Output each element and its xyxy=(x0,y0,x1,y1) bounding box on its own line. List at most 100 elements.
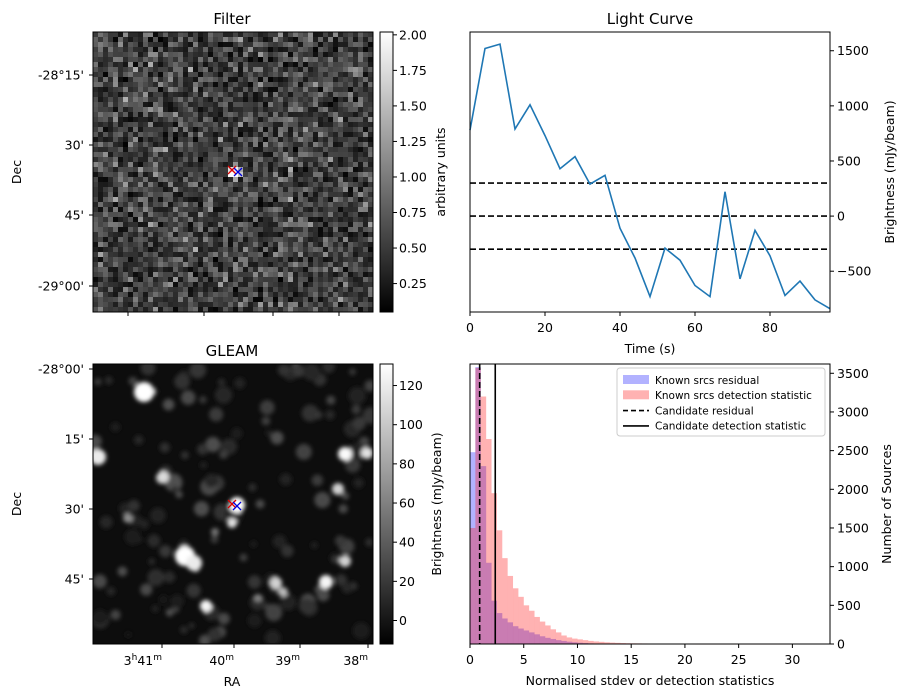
filter-pixel xyxy=(368,122,374,128)
filter-pixel xyxy=(333,97,339,103)
filter-pixel xyxy=(263,267,269,273)
filter-pixel xyxy=(243,212,249,218)
filter-pixel xyxy=(313,217,319,223)
filter-pixel xyxy=(323,147,329,153)
filter-pixel xyxy=(148,127,154,133)
gleam-bright-source xyxy=(93,449,106,465)
filter-pixel xyxy=(133,57,139,63)
gleam-faint-source xyxy=(197,443,209,455)
filter-pixel xyxy=(108,282,114,288)
filter-pixel xyxy=(98,267,104,273)
filter-pixel xyxy=(183,197,189,203)
filter-pixel xyxy=(353,92,359,98)
filter-pixel xyxy=(98,57,104,63)
filter-pixel xyxy=(248,277,254,283)
filter-pixel xyxy=(268,152,274,158)
filter-pixel xyxy=(193,147,199,153)
filter-pixel xyxy=(98,167,104,173)
filter-pixel xyxy=(268,307,274,313)
filter-pixel xyxy=(328,182,334,188)
gleam-ylabel: Dec xyxy=(9,492,24,516)
filter-pixel xyxy=(203,177,209,183)
filter-pixel xyxy=(233,297,239,303)
filter-pixel xyxy=(258,97,264,103)
filter-pixel xyxy=(288,172,294,178)
filter-pixel xyxy=(233,207,239,213)
filter-pixel xyxy=(98,37,104,43)
filter-pixel xyxy=(338,77,344,83)
filter-pixel xyxy=(178,207,184,213)
filter-pixel xyxy=(208,202,214,208)
filter-pixel xyxy=(118,292,124,298)
filter-pixel xyxy=(158,202,164,208)
filter-pixel xyxy=(158,192,164,198)
filter-pixel xyxy=(193,142,199,148)
filter-pixel xyxy=(113,127,119,133)
filter-pixel xyxy=(163,167,169,173)
filter-pixel xyxy=(128,232,134,238)
filter-pixel xyxy=(228,77,234,83)
filter-pixel xyxy=(218,202,224,208)
filter-pixel xyxy=(273,262,279,268)
filter-pixel xyxy=(328,92,334,98)
filter-pixel xyxy=(343,222,349,228)
filter-pixel xyxy=(273,257,279,263)
filter-pixel xyxy=(98,282,104,288)
filter-pixel xyxy=(153,247,159,253)
filter-pixel xyxy=(218,242,224,248)
filter-pixel xyxy=(163,67,169,73)
filter-pixel xyxy=(368,222,374,228)
filter-pixel xyxy=(183,132,189,138)
filter-pixel xyxy=(203,147,209,153)
filter-pixel xyxy=(308,152,314,158)
filter-pixel xyxy=(153,232,159,238)
filter-pixel xyxy=(353,247,359,253)
filter-pixel xyxy=(133,227,139,233)
gleam-faint-source xyxy=(207,627,222,642)
filter-pixel xyxy=(263,177,269,183)
filter-pixel xyxy=(148,142,154,148)
filter-pixel xyxy=(303,307,309,313)
filter-pixel xyxy=(163,172,169,178)
filter-pixel xyxy=(313,232,319,238)
filter-pixel xyxy=(113,32,119,38)
filter-pixel xyxy=(358,92,364,98)
filter-pixel xyxy=(358,72,364,78)
filter-pixel xyxy=(168,252,174,258)
filter-pixel xyxy=(198,147,204,153)
filter-pixel xyxy=(333,227,339,233)
filter-pixel xyxy=(288,142,294,148)
filter-pixel xyxy=(208,107,214,113)
filter-pixel xyxy=(213,227,219,233)
filter-pixel xyxy=(333,252,339,258)
filter-pixel xyxy=(343,257,349,263)
filter-pixel xyxy=(223,67,229,73)
filter-pixel xyxy=(133,267,139,273)
filter-pixel xyxy=(118,227,124,233)
filter-pixel xyxy=(168,227,174,233)
filter-pixel xyxy=(103,257,109,263)
filter-pixel xyxy=(343,167,349,173)
filter-pixel xyxy=(173,192,179,198)
filter-pixel xyxy=(148,77,154,83)
filter-pixel xyxy=(128,42,134,48)
filter-pixel xyxy=(318,117,324,123)
filter-pixel xyxy=(238,232,244,238)
filter-pixel xyxy=(338,37,344,43)
filter-pixel xyxy=(118,192,124,198)
filter-pixel xyxy=(128,107,134,113)
filter-pixel xyxy=(108,87,114,93)
filter-pixel xyxy=(338,112,344,118)
filter-pixel xyxy=(243,217,249,223)
filter-pixel xyxy=(328,247,334,253)
filter-pixel xyxy=(133,232,139,238)
filter-pixel xyxy=(138,157,144,163)
filter-pixel xyxy=(308,257,314,263)
filter-pixel xyxy=(213,152,219,158)
filter-pixel xyxy=(178,297,184,303)
filter-pixel xyxy=(158,257,164,263)
filter-pixel xyxy=(108,202,114,208)
filter-pixel xyxy=(343,297,349,303)
filter-pixel xyxy=(213,32,219,38)
